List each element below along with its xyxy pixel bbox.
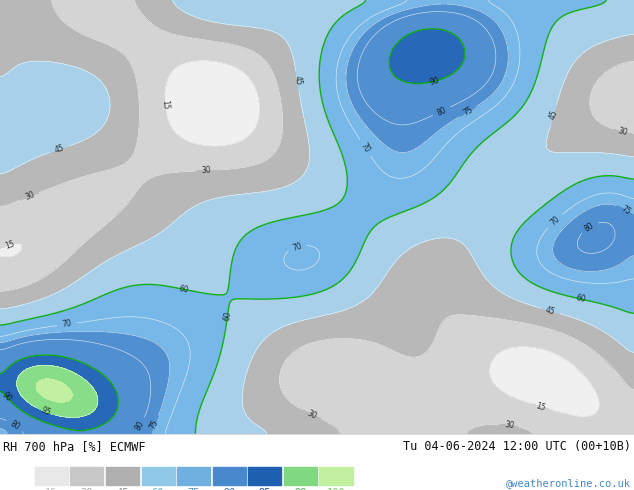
Text: 75: 75 xyxy=(462,105,474,118)
Text: 60: 60 xyxy=(574,294,586,304)
Text: 30: 30 xyxy=(306,408,318,421)
Text: 80: 80 xyxy=(435,105,448,118)
Bar xyxy=(249,467,281,486)
Text: 75: 75 xyxy=(619,204,632,217)
Text: 45: 45 xyxy=(53,144,65,155)
Text: 60: 60 xyxy=(179,284,190,295)
Text: 80: 80 xyxy=(8,419,22,432)
Text: 75: 75 xyxy=(148,418,160,431)
Bar xyxy=(141,467,174,486)
Text: 70: 70 xyxy=(359,141,372,154)
Text: 70: 70 xyxy=(291,241,303,252)
Text: 30: 30 xyxy=(23,191,36,202)
Bar xyxy=(106,467,139,486)
Text: 45: 45 xyxy=(548,109,559,121)
Text: RH 700 hPa [%] ECMWF: RH 700 hPa [%] ECMWF xyxy=(3,441,146,453)
Text: 45: 45 xyxy=(116,488,129,490)
Text: @weatheronline.co.uk: @weatheronline.co.uk xyxy=(506,478,631,488)
Text: 60: 60 xyxy=(152,488,164,490)
Text: Tu 04-06-2024 12:00 UTC (00+10B): Tu 04-06-2024 12:00 UTC (00+10B) xyxy=(403,441,631,453)
Text: 80: 80 xyxy=(583,220,596,233)
Text: 75: 75 xyxy=(188,488,200,490)
Text: 60: 60 xyxy=(223,310,233,321)
Bar xyxy=(70,467,103,486)
Text: 70: 70 xyxy=(548,214,562,227)
Text: 90: 90 xyxy=(1,391,13,404)
Text: 15: 15 xyxy=(160,99,170,109)
Text: 15: 15 xyxy=(45,488,58,490)
Bar xyxy=(177,467,210,486)
Text: 95: 95 xyxy=(39,406,51,418)
Text: 30: 30 xyxy=(503,420,515,431)
Text: 99: 99 xyxy=(294,488,307,490)
Bar xyxy=(284,467,317,486)
Text: 15: 15 xyxy=(535,401,547,413)
Text: 30: 30 xyxy=(616,126,628,137)
Bar xyxy=(35,467,68,486)
Text: 90: 90 xyxy=(429,75,441,87)
Text: 70: 70 xyxy=(61,319,72,329)
Text: 45: 45 xyxy=(545,305,556,317)
Text: 100: 100 xyxy=(327,488,346,490)
Text: 15: 15 xyxy=(3,239,16,251)
Text: 30: 30 xyxy=(202,166,212,175)
Text: 80: 80 xyxy=(133,419,146,432)
Text: 90: 90 xyxy=(223,488,235,490)
Text: 95: 95 xyxy=(259,488,271,490)
Bar xyxy=(213,467,246,486)
Bar xyxy=(320,467,353,486)
Text: 45: 45 xyxy=(292,75,302,86)
Text: 30: 30 xyxy=(81,488,93,490)
